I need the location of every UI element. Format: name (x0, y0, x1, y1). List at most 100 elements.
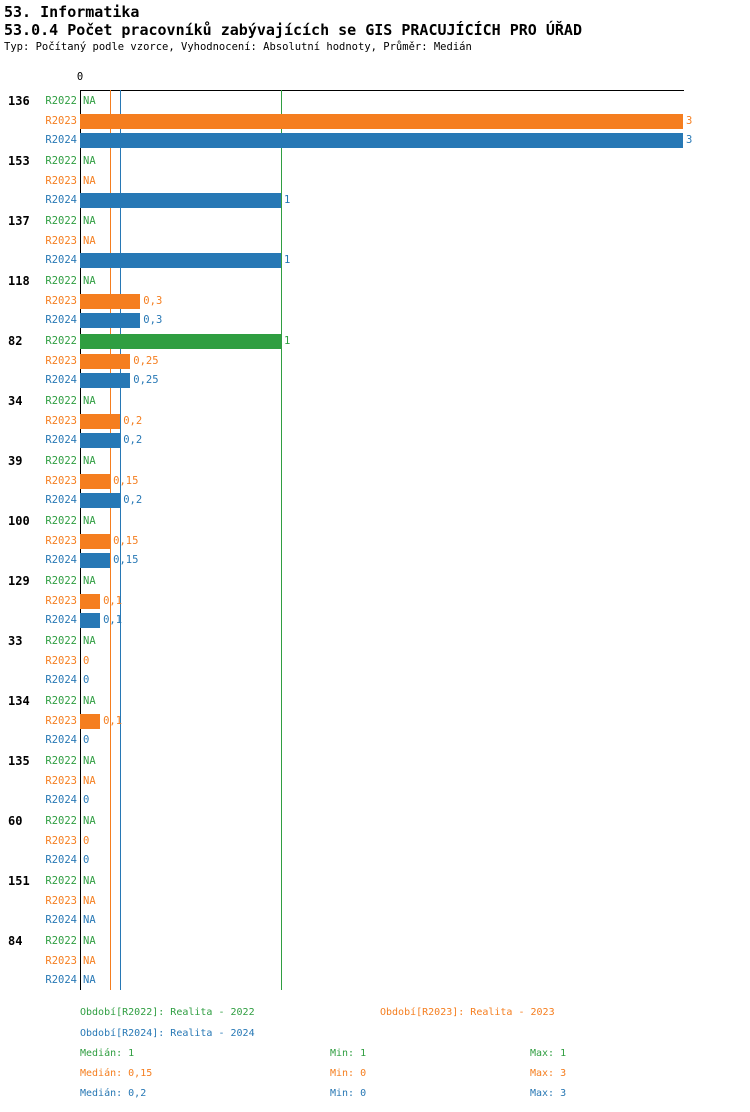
bar-group: 137 R2022 NA R2023 NA R2024 1 (0, 212, 750, 272)
chart-title: 53.0.4 Počet pracovníků zabývajících se … (4, 21, 582, 39)
series-row-label: R2023 (45, 774, 77, 787)
series-row-label: R2022 (45, 695, 77, 707)
bar-row: R2022 NA (0, 452, 750, 471)
bar-row: R2024 0,3 (0, 311, 750, 330)
group-id-label: 34 (8, 394, 23, 408)
series-row-label: R2024 (45, 374, 77, 386)
value-label: NA (83, 815, 96, 827)
bar-row: R2022 NA (0, 632, 750, 651)
chart-subtitle: Typ: Počítaný podle vzorce, Vyhodnocení:… (4, 41, 472, 53)
value-label: NA (83, 914, 96, 926)
bar-row: R2024 0,15 (0, 551, 750, 570)
series-row-label: R2023 (45, 474, 77, 487)
bar-row: R2023 NA (0, 892, 750, 911)
value-label: NA (83, 974, 96, 986)
value-label: 0,15 (113, 554, 139, 566)
bar-row: R2023 0,2 (0, 412, 750, 431)
value-label: 0,15 (113, 534, 139, 547)
value-label: 0,1 (103, 714, 123, 727)
value-label: 0,25 (133, 374, 159, 386)
series-row-label: R2022 (45, 455, 77, 467)
value-label: NA (83, 155, 96, 167)
value-label: 0,3 (143, 314, 163, 326)
bar-row: R2022 NA (0, 752, 750, 771)
group-id-label: 151 (8, 874, 30, 888)
bar-group: 134 R2022 NA R2023 0,1 R2024 0 (0, 692, 750, 752)
bar-row: R2022 NA (0, 692, 750, 711)
bar-row: R2024 0,2 (0, 491, 750, 510)
value-label: 0 (83, 794, 90, 806)
value-label: 0,3 (143, 294, 163, 307)
series-row-label: R2022 (45, 575, 77, 587)
value-bar (80, 253, 281, 268)
bar-group: 82 R2022 1 R2023 0,25 R2024 0,25 (0, 332, 750, 392)
bar-row: R2023 NA (0, 172, 750, 191)
series-row-label: R2024 (45, 494, 77, 506)
series-row-label: R2022 (45, 815, 77, 827)
value-bar (80, 193, 281, 208)
bar-groups-layer: 136 R2022 NA R2023 3 R2024 3 153 R2022 NA R2023 NA R… (0, 90, 750, 992)
stat-min-r2023: Min: 0 (330, 1068, 367, 1079)
legend-item-r2022: Období[R2022]: Realita - 2022 (80, 1007, 255, 1018)
bar-row: R2022 NA (0, 392, 750, 411)
bar-row: R2022 NA (0, 212, 750, 231)
series-row-label: R2022 (45, 935, 77, 947)
bar-group: 33 R2022 NA R2023 0 R2024 0 (0, 632, 750, 692)
bar-row: R2022 NA (0, 872, 750, 891)
series-row-label: R2022 (45, 335, 77, 347)
bar-group: 118 R2022 NA R2023 0,3 R2024 0,3 (0, 272, 750, 332)
series-row-label: R2023 (45, 174, 77, 187)
group-id-label: 137 (8, 214, 30, 228)
bar-row: R2024 0 (0, 671, 750, 690)
series-row-label: R2023 (45, 414, 77, 427)
bar-row: R2022 NA (0, 92, 750, 111)
value-label: 0,1 (103, 614, 123, 626)
bar-row: R2023 NA (0, 772, 750, 791)
value-bar (80, 533, 111, 549)
value-label: NA (83, 755, 96, 767)
bar-group: 153 R2022 NA R2023 NA R2024 1 (0, 152, 750, 212)
value-label: NA (83, 234, 96, 247)
bar-row: R2024 1 (0, 191, 750, 210)
value-label: NA (83, 95, 96, 107)
bar-group: 34 R2022 NA R2023 0,2 R2024 0,2 (0, 392, 750, 452)
value-bar (80, 133, 683, 148)
series-row-label: R2023 (45, 234, 77, 247)
value-label: NA (83, 875, 96, 887)
series-row-label: R2024 (45, 434, 77, 446)
series-row-label: R2024 (45, 734, 77, 746)
value-label: NA (83, 575, 96, 587)
bar-row: R2022 NA (0, 512, 750, 531)
value-label: 0 (83, 734, 90, 746)
series-row-label: R2023 (45, 834, 77, 847)
bar-row: R2024 0,2 (0, 431, 750, 450)
value-label: NA (83, 774, 96, 787)
bar-row: R2023 0,25 (0, 352, 750, 371)
x-axis-top-line (80, 90, 684, 91)
series-row-label: R2024 (45, 134, 77, 146)
series-row-label: R2024 (45, 914, 77, 926)
series-row-label: R2023 (45, 294, 77, 307)
bar-row: R2023 0,15 (0, 532, 750, 551)
series-row-label: R2022 (45, 395, 77, 407)
value-bar (80, 353, 131, 369)
bar-row: R2023 0,1 (0, 592, 750, 611)
value-label: NA (83, 275, 96, 287)
value-label: NA (83, 455, 96, 467)
bar-row: R2022 NA (0, 152, 750, 171)
median-line-r2022 (281, 90, 282, 990)
value-bar (80, 713, 101, 729)
series-row-label: R2024 (45, 794, 77, 806)
group-id-label: 82 (8, 334, 23, 348)
bar-row: R2024 0,25 (0, 371, 750, 390)
series-row-label: R2024 (45, 314, 77, 326)
value-label: 0 (83, 654, 90, 667)
group-id-label: 39 (8, 454, 23, 468)
value-label: NA (83, 954, 96, 967)
chart-legend: Období[R2022]: Realita - 2022 Období[R202… (0, 1006, 750, 1046)
bar-row: R2022 NA (0, 272, 750, 291)
value-label: 0,2 (123, 494, 143, 506)
series-row-label: R2022 (45, 275, 77, 287)
section-title: 53. Informatika (4, 3, 140, 21)
bar-row: R2023 3 (0, 112, 750, 131)
